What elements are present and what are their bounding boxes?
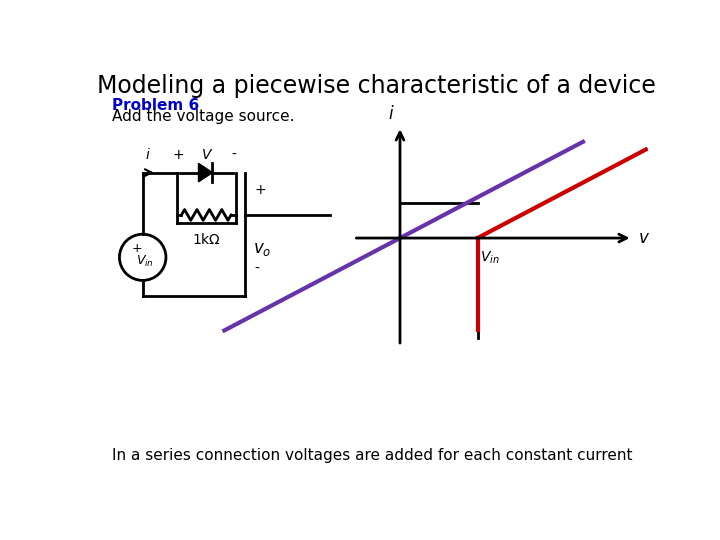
Text: +: + bbox=[131, 241, 142, 254]
Text: 1k$\Omega$: 1k$\Omega$ bbox=[192, 232, 221, 247]
Text: -: - bbox=[254, 262, 259, 276]
Text: $v_o$: $v_o$ bbox=[253, 240, 271, 258]
Text: $V_{in}$: $V_{in}$ bbox=[136, 254, 154, 269]
Text: V: V bbox=[202, 148, 211, 162]
Text: -: - bbox=[232, 148, 237, 162]
Text: i: i bbox=[145, 148, 149, 162]
Text: $V_{in}$: $V_{in}$ bbox=[480, 249, 500, 266]
Text: Problem 6: Problem 6 bbox=[112, 98, 199, 113]
Text: v: v bbox=[639, 229, 649, 247]
Text: Modeling a piecewise characteristic of a device: Modeling a piecewise characteristic of a… bbox=[97, 74, 656, 98]
Text: i: i bbox=[388, 105, 393, 123]
Polygon shape bbox=[199, 164, 212, 182]
Text: In a series connection voltages are added for each constant current: In a series connection voltages are adde… bbox=[112, 448, 632, 463]
Text: +: + bbox=[254, 183, 266, 197]
Text: +: + bbox=[173, 148, 184, 162]
Text: Add the voltage source.: Add the voltage source. bbox=[112, 109, 294, 124]
